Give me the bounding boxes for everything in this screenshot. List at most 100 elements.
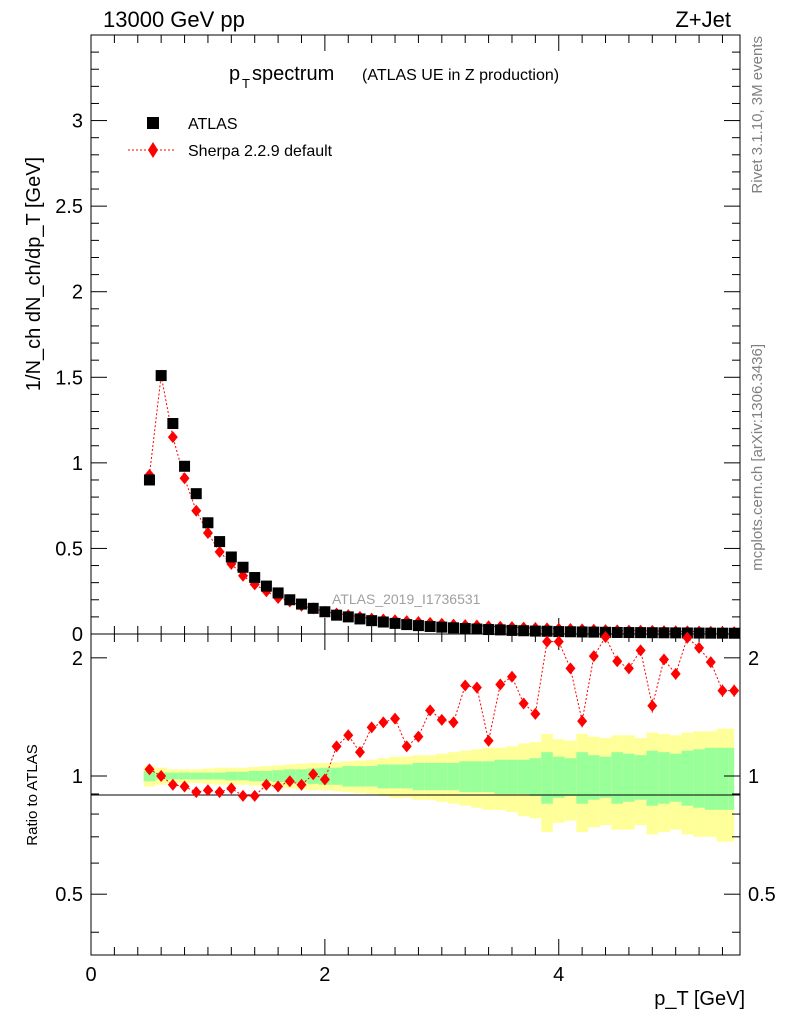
xtick-label: 2: [319, 964, 330, 986]
mc-ratio-point: [167, 778, 178, 791]
title-note: (ATLAS UE in Z production): [362, 67, 559, 84]
mc-ratio-point: [694, 641, 705, 654]
band-inner-bin: [506, 759, 518, 794]
data-main-point: [716, 627, 728, 639]
band-inner-bin: [587, 755, 600, 800]
data-main-point: [389, 617, 401, 629]
ratio-ylabel: Ratio to ATLAS: [24, 744, 41, 845]
mc-ratio-point: [179, 780, 190, 793]
mc-ratio-point: [553, 635, 564, 648]
band-inner-bin: [704, 747, 717, 810]
mc-ratio-point: [635, 644, 646, 657]
data-main-point: [506, 624, 518, 636]
band-inner-bin: [552, 756, 565, 798]
mc-ratio-point: [717, 684, 728, 697]
band-inner-bin: [178, 772, 191, 780]
mc-ratio-point: [542, 635, 553, 648]
data-main-point: [471, 623, 483, 635]
band-inner-bin: [167, 772, 179, 780]
mc-main-point: [238, 569, 249, 582]
band-inner-bin: [365, 766, 378, 787]
mc-ratio-point: [191, 786, 202, 799]
band-inner-bin: [646, 750, 659, 806]
band-inner-bin: [658, 752, 670, 804]
data-main-point: [576, 626, 588, 638]
ratio-ytick-label-right: 1: [748, 766, 759, 788]
band-inner-bin: [494, 759, 507, 794]
mc-ratio-point: [390, 712, 401, 725]
xtick-label: 4: [553, 964, 564, 986]
band-inner-bin: [354, 766, 366, 787]
data-main-point: [284, 594, 296, 606]
main-ytick-label: 3: [72, 111, 83, 133]
data-main-point: [670, 627, 682, 639]
band-inner-bin: [225, 771, 238, 781]
band-inner-bin: [237, 771, 249, 781]
band-inner-bin: [576, 752, 588, 804]
band-inner-bin: [330, 767, 343, 785]
mc-main-point: [202, 527, 213, 540]
title-sub: T: [242, 76, 250, 91]
band-inner-bin: [389, 764, 401, 789]
band-inner-bin: [272, 770, 284, 783]
band-inner-bin: [541, 752, 553, 804]
data-main-point: [564, 626, 576, 638]
main-ytick-label: 1.5: [55, 367, 83, 389]
mc-ratio-point: [670, 667, 681, 680]
data-main-point: [377, 616, 389, 628]
mc-ratio-point: [436, 713, 447, 726]
data-main-point: [143, 474, 155, 486]
mc-ratio-point: [565, 662, 576, 675]
band-inner-bin: [716, 747, 729, 810]
data-main-point: [354, 613, 366, 625]
ratio-ytick-label-right: 2: [748, 648, 759, 670]
data-main-point: [214, 536, 226, 548]
band-inner-bin: [611, 752, 624, 804]
data-main-point: [202, 517, 214, 529]
data-main-point: [155, 370, 167, 382]
mc-ratio-point: [682, 631, 693, 644]
band-inner-bin: [634, 755, 647, 800]
data-main-point: [693, 627, 705, 639]
mc-ratio-point: [729, 684, 740, 697]
mc-ratio-point: [647, 699, 658, 712]
plot-title: p T spectrum (ATLAS UE in Z production): [229, 63, 559, 91]
main-ytick-label: 2: [72, 282, 83, 304]
mc-ratio-point: [273, 780, 284, 793]
mc-ratio-point: [506, 670, 517, 683]
data-main-point: [366, 615, 378, 627]
mc-ratio-point: [214, 786, 225, 799]
mc-ratio-point: [156, 770, 167, 783]
data-main-point: [260, 580, 272, 592]
data-main-point: [541, 625, 553, 637]
data-main-point: [179, 460, 191, 472]
title-p: p: [229, 63, 240, 85]
mc-ratio-point: [623, 662, 634, 675]
xlabel: p_T [GeV]: [654, 988, 745, 1010]
band-inner-bin: [564, 758, 577, 796]
legend-data-label: ATLAS: [188, 116, 238, 133]
analysis-watermark: ATLAS_2019_I1736531: [332, 591, 481, 607]
band-inner-bin: [599, 756, 612, 798]
data-main-point: [167, 417, 179, 429]
mcplots-label: mcplots.cern.ch [arXiv:1306.3436]: [749, 344, 766, 571]
mc-ratio-point: [577, 715, 588, 728]
band-inner-bin: [447, 762, 460, 791]
mc-ratio-point: [366, 721, 377, 734]
main-ytick-label: 1: [72, 453, 83, 475]
data-main-point: [611, 626, 623, 638]
main-ytick-label: 2.5: [55, 196, 83, 218]
rivet-label: Rivet 3.1.10, 3M events: [749, 36, 766, 194]
mc-ratio-point: [331, 740, 342, 753]
data-main-point: [529, 625, 541, 637]
data-main-point: [225, 551, 237, 563]
mc-ratio-point: [238, 789, 249, 802]
data-main-point: [424, 620, 436, 632]
legend: ATLAS Sherpa 2.2.9 default: [128, 116, 333, 160]
mc-ratio-point: [319, 773, 330, 786]
mc-ratio-point: [448, 716, 459, 729]
main-ytick-label: 0: [72, 624, 83, 646]
mc-ratio-point: [518, 697, 529, 710]
band-inner-bin: [202, 772, 214, 780]
